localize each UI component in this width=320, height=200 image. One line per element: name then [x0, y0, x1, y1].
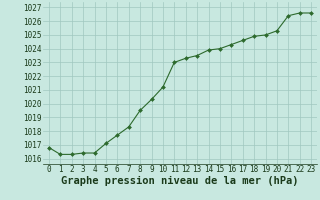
- X-axis label: Graphe pression niveau de la mer (hPa): Graphe pression niveau de la mer (hPa): [61, 176, 299, 186]
